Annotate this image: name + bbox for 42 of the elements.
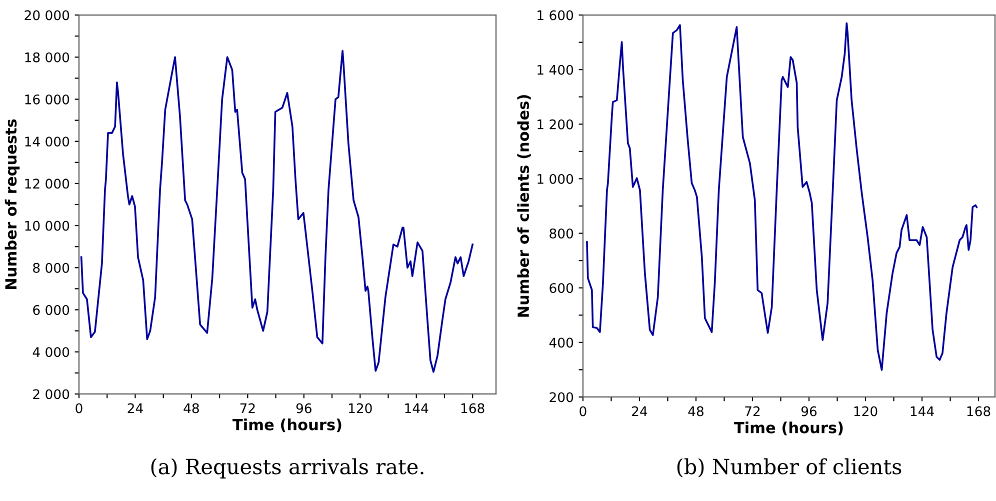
x-tick-label: 144 bbox=[910, 406, 934, 416]
text: (a) Requests arrivals rate. bbox=[151, 458, 424, 478]
x-tick-label: 168 bbox=[461, 403, 484, 414]
x-tick-label: 48 bbox=[184, 403, 199, 414]
x-tick-label: 0 bbox=[76, 403, 82, 414]
y-tick-label: 18 000 bbox=[25, 52, 70, 62]
y-tick-label: 12 000 bbox=[25, 178, 70, 189]
y-tick-label: 14 000 bbox=[25, 136, 70, 147]
y-axis-title: Number of requests bbox=[4, 119, 20, 289]
x-tick-label: 24 bbox=[128, 403, 143, 414]
x-axis-title: Time (hours) bbox=[232, 418, 342, 432]
x-tick-label: 48 bbox=[688, 406, 704, 416]
x-tick-label: 96 bbox=[296, 403, 312, 414]
y-tick-label: 4 000 bbox=[32, 347, 70, 358]
text: (b) Number of clients bbox=[677, 458, 902, 478]
x-tick-label: 144 bbox=[405, 403, 428, 414]
line-series bbox=[80, 50, 474, 373]
y-axis-title: Number of clients (nodes) bbox=[517, 95, 531, 317]
y-tick-label: 20 000 bbox=[24, 10, 70, 20]
x-tick-label: 0 bbox=[580, 406, 586, 416]
x-tick-label: 72 bbox=[745, 406, 760, 416]
y-tick-label: 6 000 bbox=[33, 304, 70, 315]
y-tick-label: 1 000 bbox=[538, 174, 574, 184]
x-tick-label: 120 bbox=[854, 406, 878, 416]
y-tick-label: 800 bbox=[550, 228, 574, 238]
y-tick-label: 2 000 bbox=[33, 389, 70, 400]
y-tick-label: 200 bbox=[550, 392, 574, 402]
x-axis-title: Time (hours) bbox=[734, 422, 843, 436]
y-tick-label: 1 200 bbox=[538, 119, 574, 130]
y-tick-label: 1 400 bbox=[538, 64, 574, 75]
y-tick-label: 1 600 bbox=[538, 10, 574, 20]
y-tick-label: 16 000 bbox=[25, 94, 70, 104]
x-tick-label: 120 bbox=[348, 403, 372, 414]
line-series bbox=[586, 22, 978, 371]
y-tick-label: 10 000 bbox=[25, 220, 70, 231]
x-tick-label: 168 bbox=[967, 406, 990, 416]
x-tick-label: 24 bbox=[632, 406, 648, 416]
y-tick-label: 400 bbox=[549, 338, 574, 348]
y-tick-label: 8 000 bbox=[33, 262, 70, 273]
y-tick-label: 600 bbox=[550, 283, 574, 294]
x-tick-label: 72 bbox=[240, 403, 255, 414]
x-tick-label: 96 bbox=[801, 406, 817, 416]
